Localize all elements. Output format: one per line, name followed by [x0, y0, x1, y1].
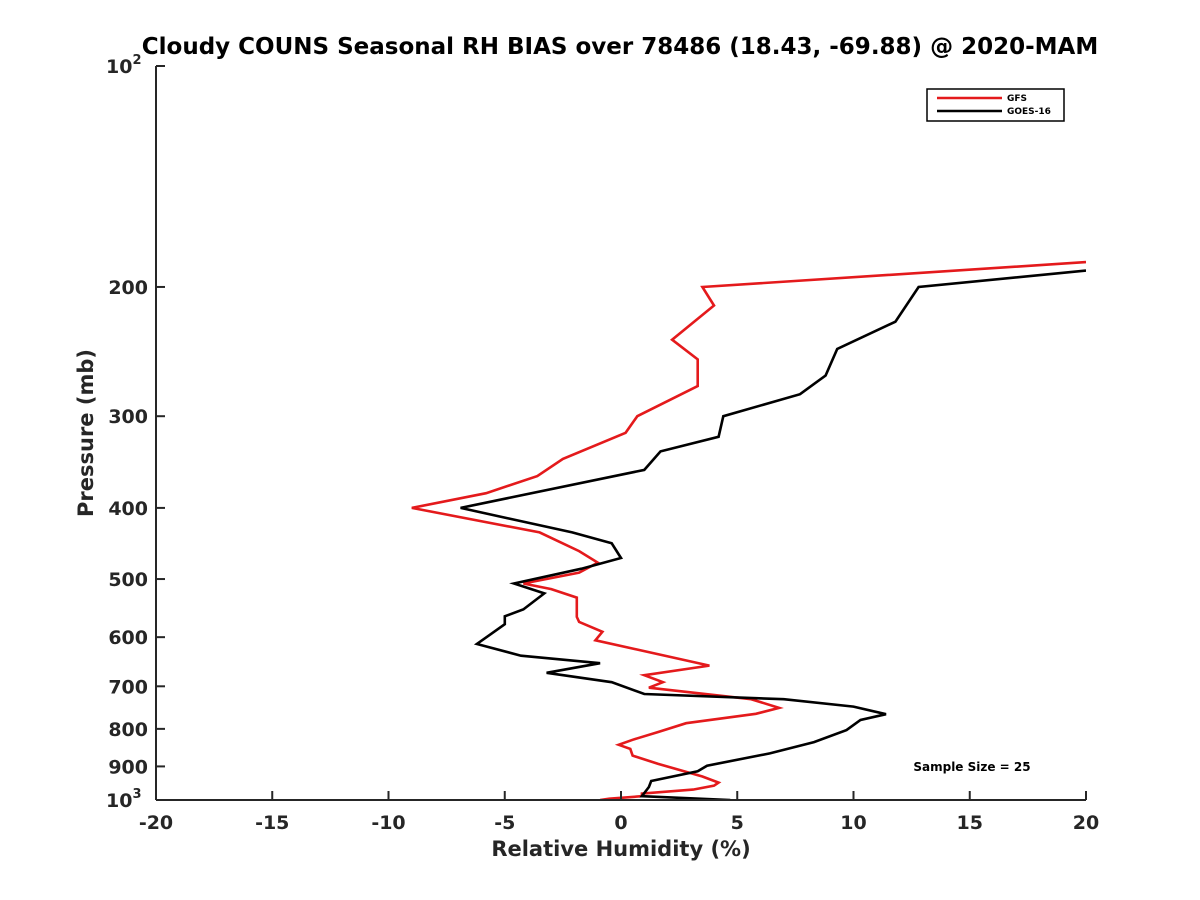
y-tick-label: 600 — [108, 627, 148, 649]
series-layer — [411, 260, 1086, 800]
y-tick-label: 900 — [108, 756, 148, 778]
x-tick-label: 20 — [1073, 812, 1099, 834]
series-line-gfs — [411, 260, 1086, 800]
y-tick-label: 800 — [108, 719, 148, 741]
sample-size-annotation: Sample Size = 25 — [913, 760, 1030, 774]
series-line-goes16 — [460, 269, 1086, 800]
y-tick-label: 300 — [108, 406, 148, 428]
legend-entry-gfs: GFS — [1007, 94, 1027, 104]
x-tick-label: -10 — [371, 812, 405, 834]
y-tick-label: 700 — [108, 676, 148, 698]
y-tick-label: 400 — [108, 498, 148, 520]
y-tick-label: 500 — [108, 569, 148, 591]
x-tick-label: 15 — [957, 812, 983, 834]
x-axis-label: Relative Humidity (%) — [491, 837, 750, 861]
y-tick-label: 102 — [106, 53, 142, 78]
legend: GFS GOES-16 — [926, 88, 1065, 122]
y-tick-label: 200 — [108, 277, 148, 299]
y-tick-label: 103 — [106, 787, 142, 812]
axes — [155, 66, 1086, 801]
x-tick-label: -20 — [139, 812, 173, 834]
x-ticks: -20 -15 -10 -5 0 5 10 15 20 — [139, 791, 1099, 834]
y-axis-label: Pressure (mb) — [74, 349, 98, 517]
x-tick-label: 10 — [840, 812, 866, 834]
legend-box — [926, 88, 1065, 122]
x-tick-label: -15 — [255, 812, 289, 834]
chart-title: Cloudy COUNS Seasonal RH BIAS over 78486… — [142, 34, 1098, 60]
legend-entry-goes16: GOES-16 — [1007, 107, 1051, 117]
x-tick-label: 5 — [731, 812, 744, 834]
plot-area — [411, 260, 1086, 800]
y-ticks: 102 200 300 400 500 600 700 800 900 103 — [106, 53, 165, 812]
x-tick-label: 0 — [614, 812, 627, 834]
x-tick-label: -5 — [494, 812, 515, 834]
